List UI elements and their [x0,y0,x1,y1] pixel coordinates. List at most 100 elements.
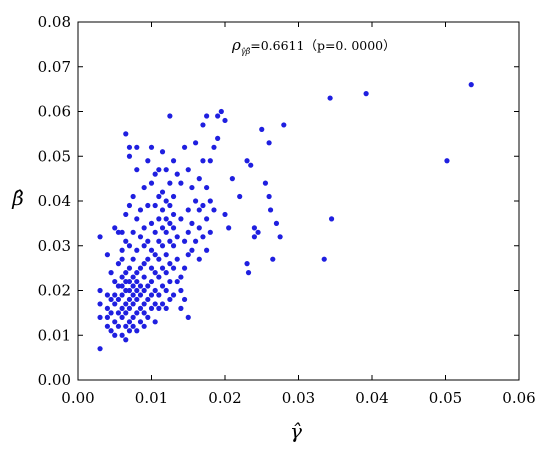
data-point [141,274,147,280]
data-point [170,211,177,218]
data-point [148,220,155,226]
data-point [174,234,180,240]
x-tick-label: 0.02 [208,389,241,407]
data-point [97,287,103,294]
data-point [126,243,133,249]
data-point [181,265,188,271]
x-axis-ticks: 0.00 0.01 0.02 0.03 0.04 0.05 0.06 [61,22,536,407]
data-point [277,234,283,240]
data-point [104,252,110,258]
data-point [174,256,180,262]
data-point [130,292,136,298]
data-point [126,265,133,271]
data-point [181,296,188,303]
x-tick-label: 0.03 [282,389,315,407]
data-point [196,207,202,213]
data-point [189,220,195,226]
data-point [193,140,199,146]
y-tick-label: 0.04 [38,192,71,210]
data-point [134,310,140,316]
data-point [204,216,210,222]
correlation-annotation: ργ̂β̂=0.6611（p=0. 0000） [231,36,396,56]
data-point [167,202,173,209]
data-point [170,193,177,200]
data-point [148,278,155,285]
data-point [185,252,191,258]
x-tick-label: 0.06 [502,389,535,407]
data-point [200,158,206,164]
data-point [170,265,177,271]
data-point [156,256,162,262]
data-point [137,265,144,271]
data-point [468,82,474,88]
data-point [152,202,158,209]
data-point [193,198,199,204]
data-point [130,323,136,329]
data-point [159,265,166,271]
data-point [97,314,103,320]
data-point [115,310,122,316]
data-point [134,144,140,150]
data-point [200,122,206,128]
data-point [126,144,133,150]
data-point [137,305,144,311]
data-point [170,158,177,164]
data-point [123,323,129,329]
data-point [145,314,151,320]
data-point [134,216,140,222]
data-point [152,252,158,258]
data-point [215,113,221,119]
data-point [119,332,125,338]
data-point [167,261,173,267]
data-point [123,131,129,137]
data-point [156,167,162,173]
data-point [244,158,250,164]
data-point [134,287,140,294]
data-point [104,292,110,298]
data-point [226,225,232,231]
data-point [123,301,129,307]
data-point [273,220,280,226]
data-point [115,229,122,235]
data-point [148,265,155,271]
data-point [148,247,155,253]
data-point [327,95,333,101]
data-point [141,323,147,329]
data-point [185,207,191,213]
data-point [119,256,125,262]
y-tick-label: 0.08 [38,13,71,31]
data-point [112,278,118,285]
data-point [137,292,144,298]
data-point [189,184,195,191]
data-point [163,229,169,235]
data-point [126,319,133,325]
data-point [152,319,158,325]
data-point [207,198,213,204]
data-point [119,283,125,289]
data-point [119,274,125,280]
data-point [167,220,173,226]
data-point [126,153,133,159]
data-point [178,274,184,280]
data-point [159,243,166,249]
data-point [126,305,133,311]
data-point [196,225,202,231]
data-point [115,296,122,303]
data-point [185,167,191,173]
data-point [115,261,122,267]
x-tick-label: 0.05 [429,389,462,407]
data-point [123,238,129,244]
data-point [145,296,151,303]
y-axis-ticks: 0.00 0.01 0.02 0.03 0.04 0.05 0.06 0.07 0.08 [38,13,519,389]
data-point [130,274,136,280]
data-point [156,216,162,222]
data-point [126,296,133,303]
data-point [222,117,228,124]
data-point [159,225,166,231]
data-point [170,292,177,298]
data-point [123,310,129,316]
data-point [97,346,103,352]
data-point [167,113,173,119]
data-point [222,211,228,218]
